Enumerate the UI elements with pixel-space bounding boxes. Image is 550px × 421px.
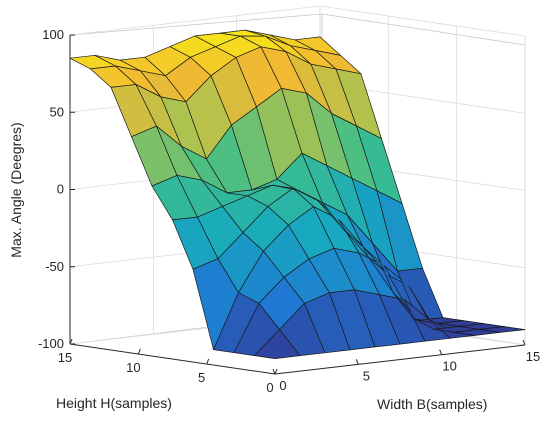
y-tick-label: 5 [198,370,205,385]
x-tick-mark [272,368,276,375]
y-tick-label: 15 [58,350,72,365]
x-tick-label: 0 [279,378,286,393]
y-tick-mark [206,358,210,365]
y-tick-mark [274,368,278,375]
y-tick-mark [69,338,73,345]
x-tick-mark [522,339,526,346]
y-tick-mark [137,348,141,355]
x-tick-label: 15 [526,349,540,364]
y-axis-label: Height H(samples) [56,395,172,411]
z-tick-label: -100 [38,336,64,351]
z-tick-label: 50 [50,104,64,119]
y-tick-label: 10 [126,360,140,375]
z-axis-label: Max. Angle (Deegres) [8,122,24,257]
z-tick-label: -50 [45,259,64,274]
x-tick-mark [439,349,443,355]
x-tick-label: 10 [442,359,456,374]
x-tick-mark [355,359,359,365]
z-tick-label: 100 [42,27,64,42]
x-axis-line [274,344,526,375]
surface-patch [479,326,526,333]
surface-mesh [69,29,526,359]
z-tick-label: 0 [57,182,64,197]
tick-labels: 100 50 0 -50 -100 0 5 10 15 0 5 10 15 [38,27,540,395]
x-axis-label: Width B(samples) [377,396,487,412]
y-tick-label: 0 [266,380,273,395]
x-tick-label: 5 [363,368,370,383]
y-axis-line [69,343,276,375]
